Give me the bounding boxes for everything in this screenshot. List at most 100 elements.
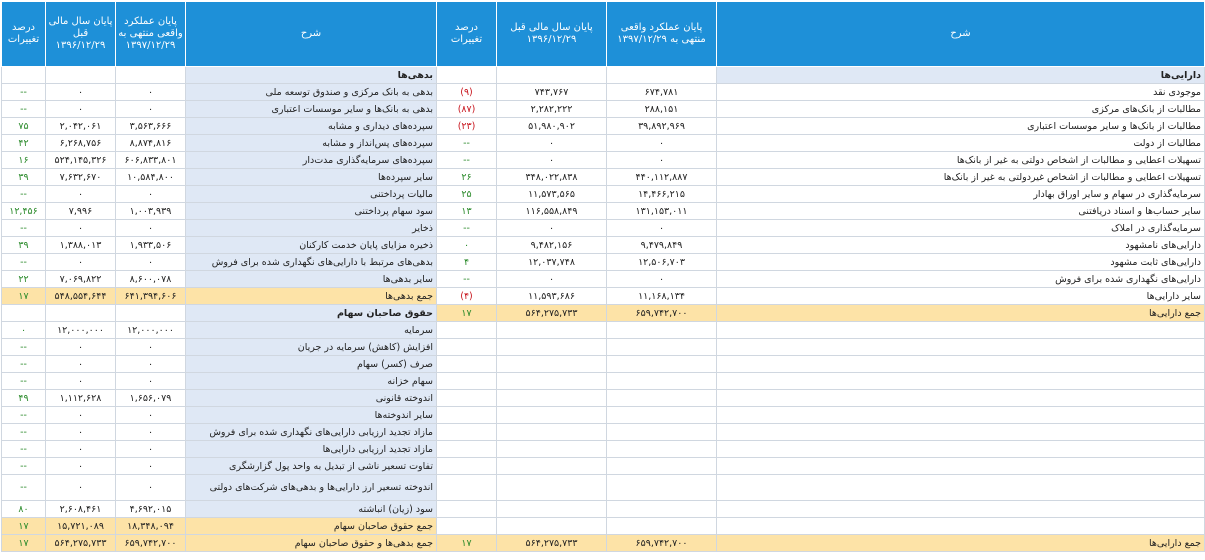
table-row: مطالبات از دولت ۰ ۰ -- سپرده‌های پس‌انداز و … [1,134,1205,152]
empty-cell [436,500,497,518]
asset-change-pct: ۲۵ [436,185,497,203]
empty-cell [436,474,497,501]
empty-cell [496,406,607,424]
asset-label: سرمایه‌گذاری در املاک [716,219,1205,237]
equity-section-title: حقوق صاحبان سهام [185,304,437,322]
liab-change-pct: ۴۲ [1,134,46,152]
table-row: مازاد تجدید ارزیابی دارایی‌ها ۰ ۰ -- [1,440,1205,458]
liab-prior-value: ۰ [45,457,116,475]
header-row: شرح پایان عملکرد واقعی منتهی به ۱۳۹۷/۱۲/… [1,1,1205,67]
liab-prior-value: ۰ [45,185,116,203]
liab-current-header: پایان عملکرد واقعی منتهی به ۱۳۹۷/۱۲/۲۹ [115,1,186,67]
empty-cell [45,66,116,84]
liab-current-value: ۱۰,۵۸۴,۸۰۰ [115,168,186,186]
liab-change-pct: ۳۹ [1,236,46,254]
empty-cell [436,372,497,390]
asset-label: دارایی‌های نگهداری شده برای فروش [716,270,1205,288]
liab-prior-value: ۲,۰۴۲,۰۶۱ [45,117,116,135]
empty-cell [436,66,497,84]
table-row: دارایی‌های نگهداری شده برای فروش ۰ ۰ -- سایر… [1,270,1205,288]
asset-label: موجودی نقد [716,83,1205,101]
empty-cell [496,355,607,373]
empty-cell [606,372,717,390]
empty-cell [436,406,497,424]
table-row: دارایی‌های ثابت مشهود ۱۲,۵۰۶,۷۰۳ ۱۲,۰۳۷,۷۴… [1,253,1205,271]
empty-cell [606,406,717,424]
table-row: جمع حقوق صاحبان سهام ۱۸,۳۴۸,۰۹۴ ۱۵,۷۲۱,۰۸۹… [1,517,1205,535]
liab-desc-header: شرح [185,1,437,67]
liab-current-value: ۱,۹۳۳,۵۰۶ [115,236,186,254]
liab-label: سپرده‌های سرمایه‌گذاری مدت‌دار [185,151,437,169]
empty-cell [606,321,717,339]
liab-change-pct: -- [1,474,46,501]
asset-prior-value: ۷۴۳,۷۶۷ [496,83,607,101]
liab-label: بدهی به بانک‌ها و سایر موسسات اعتباری [185,100,437,118]
liab-label: سایر اندوخته‌ها [185,406,437,424]
asset-current-value: ۰ [606,151,717,169]
empty-cell [436,517,497,535]
asset-prior-value: ۱۲,۰۳۷,۷۴۸ [496,253,607,271]
liab-current-value: ۰ [115,219,186,237]
empty-cell [436,389,497,407]
assets-desc-header: شرح [716,1,1205,67]
assets-prior-header: پایان سال مالی قبل ۱۳۹۶/۱۲/۲۹ [496,1,607,67]
table-row: سرمایه‌گذاری در املاک ۰ ۰ -- ذخایر ۰ ۰ -- [1,219,1205,237]
empty-cell [606,423,717,441]
asset-prior-value: ۱۱۶,۵۵۸,۸۴۹ [496,202,607,220]
liab-change-pct: -- [1,253,46,271]
asset-current-value: ۳۹,۸۹۲,۹۶۹ [606,117,717,135]
empty-cell [606,66,717,84]
liab-current-value: ۰ [115,372,186,390]
asset-change-pct: (۲۳) [436,117,497,135]
asset-label: سایر حساب‌ها و اسناد دریافتنی [716,202,1205,220]
asset-prior-value: ۵۱,۹۸۰,۹۰۲ [496,117,607,135]
asset-change-pct: -- [436,134,497,152]
liab-current-value: ۴,۶۹۲,۰۱۵ [115,500,186,518]
liab-current-value: ۰ [115,338,186,356]
asset-prior-value: ۰ [496,219,607,237]
liab-change-pct: -- [1,185,46,203]
assets-pct-header: درصد تغییرات [436,1,497,67]
liab-label: سپرده‌های پس‌انداز و مشابه [185,134,437,152]
asset-change-pct: -- [436,219,497,237]
empty-cell [115,304,186,322]
asset-label: مطالبات از دولت [716,134,1205,152]
assets-grand-total-current: ۶۵۹,۷۴۲,۷۰۰ [606,534,717,552]
empty-cell [45,304,116,322]
table-row: سود (زیان) انباشته ۴,۶۹۲,۰۱۵ ۲,۶۰۸,۴۶۱ ۸۰ [1,500,1205,518]
empty-cell [606,440,717,458]
liab-prior-value: ۰ [45,83,116,101]
asset-prior-value: ۱۱,۵۷۳,۵۶۵ [496,185,607,203]
table-row: تفاوت تسعیر ناشی از تبدیل به واحد پول گز… [1,457,1205,475]
table-row: افزایش (کاهش) سرمایه در جریان ۰ ۰ -- [1,338,1205,356]
liab-label: اندوخته قانونی [185,389,437,407]
empty-cell [496,423,607,441]
empty-cell [606,517,717,535]
empty-cell [496,372,607,390]
asset-label: تسهیلات اعطایی و مطالبات از اشخاص غیردول… [716,168,1205,186]
table-row: تسهیلات اعطایی و مطالبات از اشخاص غیردول… [1,168,1205,186]
grand-total-pct: ۱۷ [1,534,46,552]
liab-change-pct: ۲۲ [1,270,46,288]
asset-change-pct: ۴ [436,253,497,271]
liab-prior-header: پایان سال مالی قبل ۱۳۹۶/۱۲/۲۹ [45,1,116,67]
liab-prior-value: ۷,۶۳۲,۶۷۰ [45,168,116,186]
empty-cell [606,389,717,407]
empty-cell [716,389,1205,407]
liab-change-pct: -- [1,100,46,118]
empty-cell [436,440,497,458]
liab-label: ذخایر [185,219,437,237]
liab-current-value: ۰ [115,185,186,203]
liab-current-value: ۶۰۶,۸۳۳,۸۰۱ [115,151,186,169]
liab-total-label: جمع بدهی‌ها [185,287,437,305]
empty-cell [436,457,497,475]
asset-label: تسهیلات اعطایی و مطالبات از اشخاص دولتی … [716,151,1205,169]
liab-label: سایر سپرده‌ها [185,168,437,186]
asset-change-pct: -- [436,151,497,169]
empty-cell [716,500,1205,518]
asset-prior-value: ۳۴۸,۰۲۲,۸۳۸ [496,168,607,186]
empty-cell [716,423,1205,441]
liab-label: مازاد تجدید ارزیابی دارایی‌ها [185,440,437,458]
assets-grand-total-prior: ۵۶۴,۲۷۵,۷۳۳ [496,534,607,552]
liab-prior-value: ۱۲,۰۰۰,۰۰۰ [45,321,116,339]
